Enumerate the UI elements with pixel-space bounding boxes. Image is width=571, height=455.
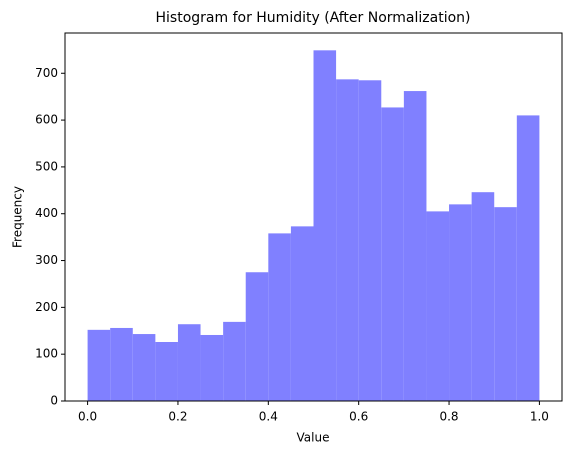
- bar: [223, 321, 246, 401]
- bar: [381, 107, 404, 401]
- x-tick-label: 0.8: [439, 410, 458, 424]
- x-tick-label: 0.4: [259, 410, 278, 424]
- x-tick-label: 0.0: [78, 410, 97, 424]
- bar: [87, 329, 111, 401]
- plot-frame: [64, 32, 563, 402]
- bar: [155, 342, 178, 401]
- bar: [403, 91, 427, 402]
- bar: [426, 211, 450, 401]
- bar: [177, 324, 201, 401]
- bar: [268, 233, 291, 401]
- bar: [110, 327, 133, 401]
- bar: [516, 115, 540, 401]
- bar: [290, 226, 314, 401]
- chart-title: Histogram for Humidity (After Normalizat…: [156, 10, 471, 26]
- bar: [358, 80, 382, 401]
- y-axis-label: Frequency: [11, 186, 25, 248]
- bar: [494, 207, 517, 401]
- bar: [245, 272, 269, 401]
- y-tick-label: 300: [35, 253, 58, 267]
- bar: [471, 192, 495, 401]
- x-axis-label: Value: [297, 431, 330, 445]
- x-tick-label: 0.2: [168, 410, 187, 424]
- y-tick-label: 700: [35, 66, 58, 80]
- y-tick-label: 0: [50, 394, 58, 408]
- bar: [449, 204, 472, 401]
- y-tick-label: 600: [35, 113, 58, 127]
- y-tick-label: 500: [35, 159, 58, 173]
- bar: [132, 334, 156, 401]
- bar: [336, 79, 359, 402]
- x-tick-label: 1.0: [530, 410, 549, 424]
- bar: [313, 50, 337, 402]
- bar: [200, 334, 224, 401]
- y-tick-label: 100: [35, 347, 58, 361]
- x-tick-label: 0.6: [349, 410, 368, 424]
- y-tick-label: 200: [35, 300, 58, 314]
- y-tick-label: 400: [35, 206, 58, 220]
